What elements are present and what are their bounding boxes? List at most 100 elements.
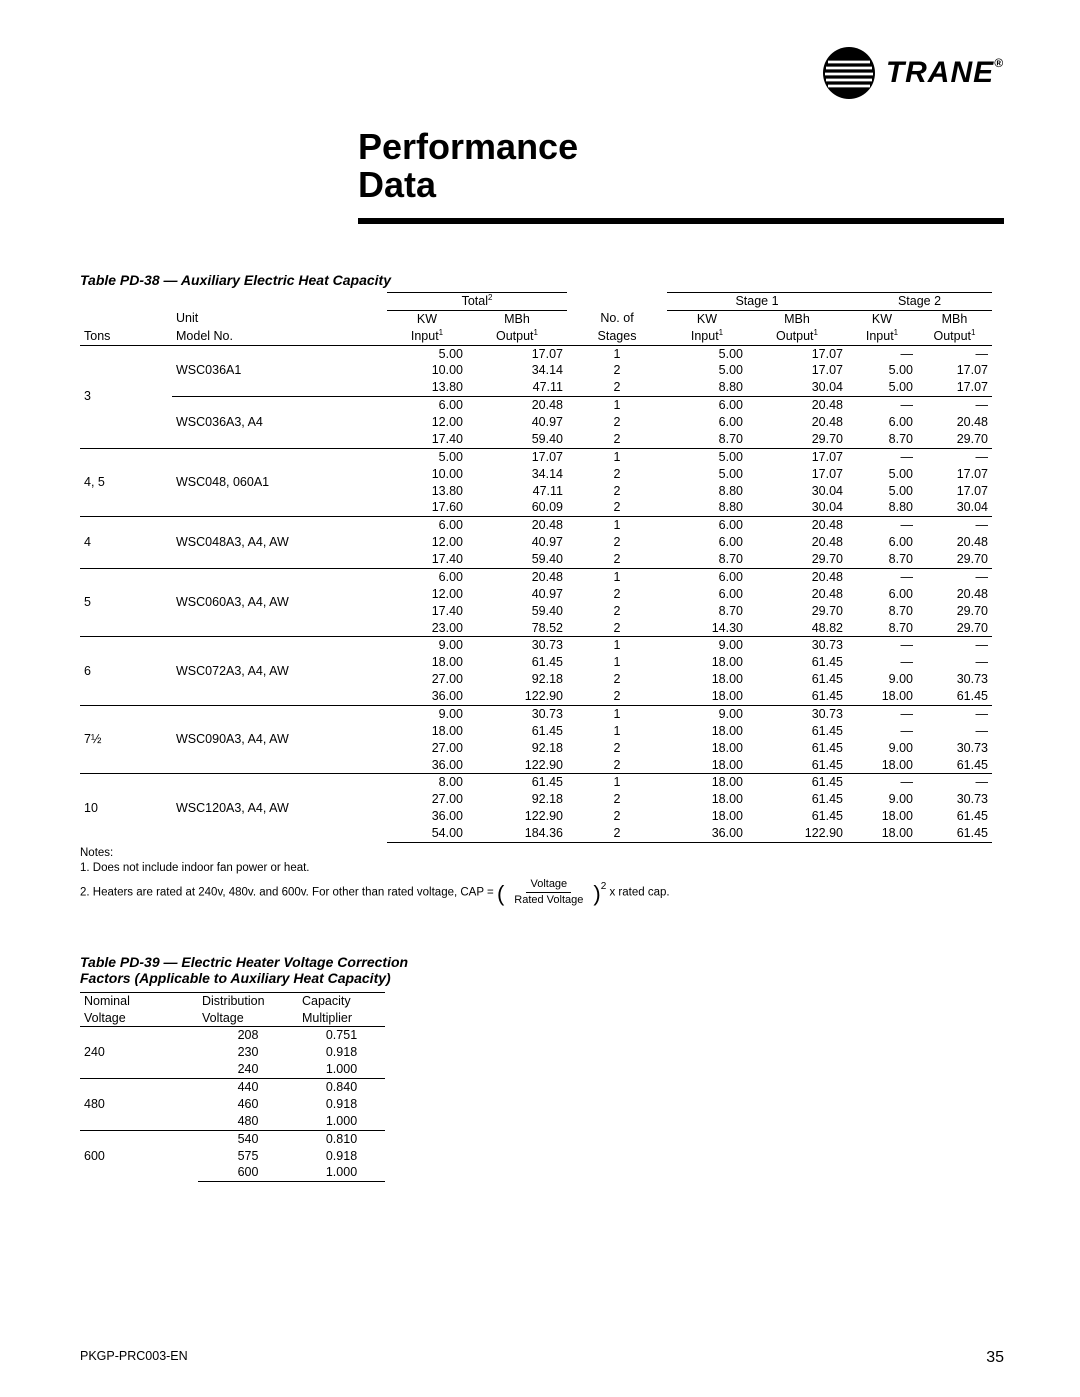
data-cell: 8.70 <box>667 551 747 568</box>
data-cell: 59.40 <box>467 551 567 568</box>
data-cell: — <box>847 568 917 585</box>
data-cell: 5.00 <box>667 448 747 465</box>
nominal-cell: 600 <box>80 1130 198 1182</box>
data-cell: 6.00 <box>667 414 747 431</box>
data-cell: 30.04 <box>747 379 847 396</box>
data-cell: 20.48 <box>747 568 847 585</box>
data-cell: 20.48 <box>917 534 992 551</box>
data-cell: 8.80 <box>667 379 747 396</box>
data-cell: 5.00 <box>667 466 747 483</box>
data-cell: 0.918 <box>298 1148 385 1165</box>
model-cell: WSC060A3, A4, AW <box>172 568 387 637</box>
data-cell: 6.00 <box>667 517 747 534</box>
data-cell: 92.18 <box>467 791 567 808</box>
data-cell: 1.000 <box>298 1113 385 1130</box>
data-cell: 20.48 <box>467 568 567 585</box>
data-cell: 17.07 <box>747 448 847 465</box>
data-cell: 18.00 <box>667 688 747 705</box>
data-cell: 17.07 <box>747 466 847 483</box>
tons-cell: 10 <box>80 774 172 843</box>
table-row: 3WSC036A15.0017.0715.0017.07—— <box>80 345 992 362</box>
data-cell: 8.70 <box>667 431 747 448</box>
data-cell: 2 <box>567 586 667 603</box>
data-cell: 230 <box>198 1044 298 1061</box>
data-cell: 2 <box>567 362 667 379</box>
data-cell: 600 <box>198 1164 298 1181</box>
table-row: 4, 5WSC048, 060A15.0017.0715.0017.07—— <box>80 448 992 465</box>
data-cell: 9.00 <box>847 791 917 808</box>
data-cell: 61.45 <box>467 774 567 791</box>
data-cell: 18.00 <box>847 808 917 825</box>
table-row: 4804400.840 <box>80 1079 385 1096</box>
data-cell: 5.00 <box>667 362 747 379</box>
data-cell: 2 <box>567 483 667 500</box>
data-cell: 480 <box>198 1113 298 1130</box>
data-cell: 9.00 <box>847 740 917 757</box>
doc-id: PKGP-PRC003-EN <box>80 1349 188 1367</box>
data-cell: 0.751 <box>298 1027 385 1044</box>
data-cell: 6.00 <box>667 568 747 585</box>
data-cell: — <box>847 517 917 534</box>
section-title: Performance Data <box>358 128 1004 204</box>
data-cell: 20.48 <box>747 414 847 431</box>
data-cell: 13.80 <box>387 483 467 500</box>
pd39-table: Nominal Distribution Capacity Voltage Vo… <box>80 992 385 1183</box>
data-cell: — <box>847 774 917 791</box>
data-cell: 12.00 <box>387 414 467 431</box>
data-cell: 5.00 <box>847 362 917 379</box>
pd38-total-hdr: Total2 <box>387 292 567 310</box>
model-cell: WSC072A3, A4, AW <box>172 637 387 706</box>
data-cell: 20.48 <box>917 414 992 431</box>
data-cell: 10.00 <box>387 362 467 379</box>
data-cell: 61.45 <box>467 654 567 671</box>
data-cell: 5.00 <box>847 379 917 396</box>
data-cell: — <box>917 705 992 722</box>
data-cell: 47.11 <box>467 379 567 396</box>
data-cell: 9.00 <box>387 705 467 722</box>
trane-globe-icon <box>822 46 876 100</box>
table-row: 2402080.751 <box>80 1027 385 1044</box>
data-cell: 36.00 <box>387 757 467 774</box>
data-cell: 29.70 <box>917 431 992 448</box>
data-cell: 61.45 <box>747 774 847 791</box>
data-cell: 40.97 <box>467 414 567 431</box>
data-cell: 27.00 <box>387 740 467 757</box>
data-cell: 208 <box>198 1027 298 1044</box>
data-cell: 240 <box>198 1061 298 1078</box>
tons-cell: 4 <box>80 517 172 569</box>
data-cell: 59.40 <box>467 431 567 448</box>
data-cell: 1 <box>567 397 667 414</box>
model-cell: WSC036A3, A4 <box>172 397 387 449</box>
data-cell: 18.00 <box>847 825 917 842</box>
data-cell: 5.00 <box>387 448 467 465</box>
data-cell: 30.73 <box>747 705 847 722</box>
data-cell: — <box>917 774 992 791</box>
data-cell: 1 <box>567 517 667 534</box>
data-cell: 122.90 <box>467 808 567 825</box>
data-cell: 61.45 <box>747 808 847 825</box>
pd38-stage2-hdr: Stage 2 <box>847 292 992 310</box>
data-cell: 6.00 <box>387 397 467 414</box>
data-cell: 20.48 <box>467 517 567 534</box>
data-cell: 13.80 <box>387 379 467 396</box>
data-cell: 34.14 <box>467 362 567 379</box>
data-cell: — <box>847 705 917 722</box>
data-cell: 20.48 <box>917 586 992 603</box>
data-cell: 30.04 <box>917 499 992 516</box>
data-cell: 1 <box>567 705 667 722</box>
data-cell: — <box>917 345 992 362</box>
data-cell: 36.00 <box>387 808 467 825</box>
data-cell: 18.00 <box>667 774 747 791</box>
table-row: 6WSC072A3, A4, AW9.0030.7319.0030.73—— <box>80 637 992 654</box>
data-cell: 61.45 <box>747 723 847 740</box>
pd38-notes: Notes: 1. Does not include indoor fan po… <box>80 846 1004 908</box>
data-cell: 36.00 <box>387 688 467 705</box>
data-cell: 30.73 <box>747 637 847 654</box>
data-cell: 6.00 <box>667 397 747 414</box>
data-cell: 29.70 <box>747 551 847 568</box>
data-cell: 6.00 <box>847 414 917 431</box>
data-cell: 30.73 <box>917 671 992 688</box>
data-cell: 6.00 <box>847 534 917 551</box>
data-cell: 30.73 <box>467 637 567 654</box>
data-cell: 20.48 <box>467 397 567 414</box>
